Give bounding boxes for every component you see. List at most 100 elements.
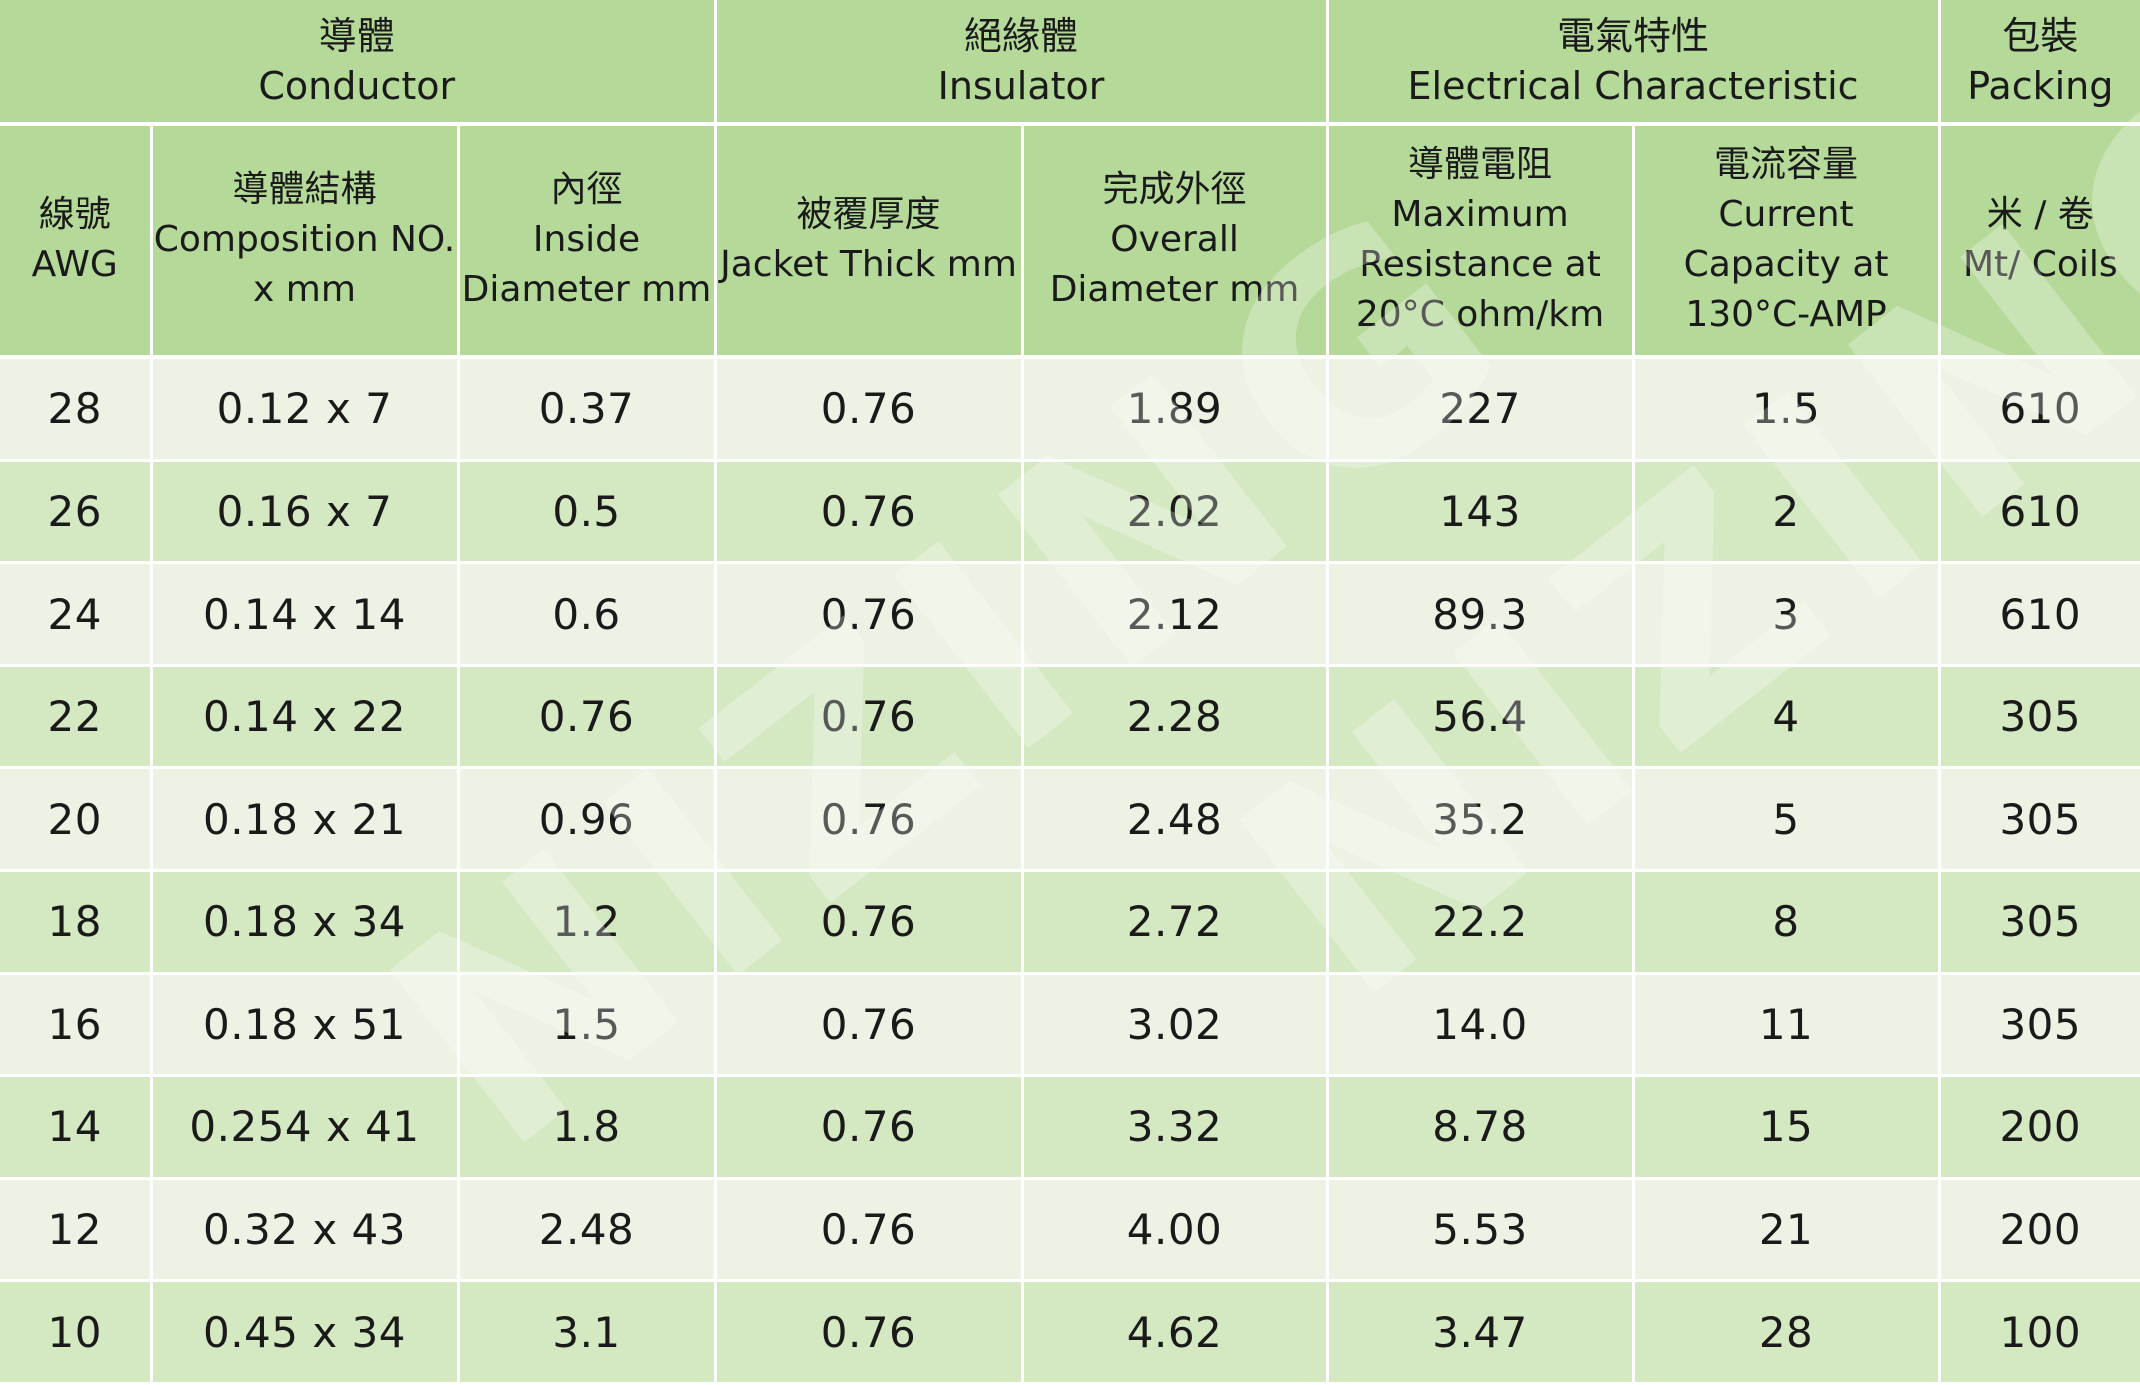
cell-overall-diameter: 1.89 <box>1022 357 1329 462</box>
column-header-zh: 線號 <box>38 194 111 236</box>
cell-jacket-thick: 0.76 <box>715 973 1024 1078</box>
cell-overall-diameter: 4.00 <box>1022 1178 1329 1283</box>
table-row: 22 0.14 x 22 0.76 0.76 2.28 56.4 4 305 <box>0 665 2140 770</box>
cell-overall-diameter: 2.48 <box>1022 767 1329 872</box>
column-header-en: Jacket Thick mm <box>720 244 1017 286</box>
cell-current-capacity: 4 <box>1633 665 1941 770</box>
table-row: 24 0.14 x 14 0.6 0.76 2.12 89.3 3 610 <box>0 562 2140 667</box>
column-header-en: Mt/ Coils <box>1962 244 2118 286</box>
cell-inside-diameter: 0.5 <box>458 460 717 565</box>
cell-current-capacity: 2 <box>1633 460 1941 565</box>
cell-inside-diameter: 0.76 <box>458 665 717 770</box>
cell-resistance: 56.4 <box>1327 665 1635 770</box>
cell-composition: 0.14 x 14 <box>151 562 460 667</box>
cell-inside-diameter: 1.5 <box>458 973 717 1078</box>
cell-composition: 0.45 x 34 <box>151 1280 460 1385</box>
group-packing-zh: 包裝 <box>2002 13 2079 58</box>
cell-composition: 0.18 x 21 <box>151 767 460 872</box>
group-electrical: 電氣特性 Electrical Characteristic <box>1327 0 1941 126</box>
cell-overall-diameter: 3.32 <box>1022 1075 1329 1180</box>
column-header-en: Overall Diameter mm <box>1049 219 1300 311</box>
cell-current-capacity: 1.5 <box>1633 357 1941 462</box>
group-insulator: 絕緣體 Insulator <box>715 0 1329 126</box>
cell-current-capacity: 21 <box>1633 1178 1941 1283</box>
cell-meters-per-coil: 305 <box>1939 973 2140 1078</box>
cell-meters-per-coil: 200 <box>1939 1075 2140 1180</box>
column-header-zh: 內徑 <box>550 169 623 211</box>
cell-inside-diameter: 3.1 <box>458 1280 717 1385</box>
cell-inside-diameter: 0.37 <box>458 357 717 462</box>
cell-meters-per-coil: 305 <box>1939 870 2140 975</box>
cell-overall-diameter: 2.72 <box>1022 870 1329 975</box>
cell-resistance: 89.3 <box>1327 562 1635 667</box>
cell-resistance: 3.47 <box>1327 1280 1635 1385</box>
table-row: 12 0.32 x 43 2.48 0.76 4.00 5.53 21 200 <box>0 1178 2140 1283</box>
cell-awg: 12 <box>0 1178 153 1283</box>
cell-awg: 26 <box>0 460 153 565</box>
table-row: 10 0.45 x 34 3.1 0.76 4.62 3.47 28 100 <box>0 1280 2140 1385</box>
cell-composition: 0.18 x 34 <box>151 870 460 975</box>
group-packing: 包裝 Packing <box>1939 0 2140 126</box>
cell-resistance: 8.78 <box>1327 1075 1635 1180</box>
table-row: 20 0.18 x 21 0.96 0.76 2.48 35.2 5 305 <box>0 767 2140 872</box>
cell-meters-per-coil: 305 <box>1939 665 2140 770</box>
column-header-en: AWG <box>31 244 118 286</box>
table-row: 14 0.254 x 41 1.8 0.76 3.32 8.78 15 200 <box>0 1075 2140 1180</box>
cell-resistance: 227 <box>1327 357 1635 462</box>
cell-composition: 0.18 x 51 <box>151 973 460 1078</box>
column-header-overall-diameter: 完成外徑 Overall Diameter mm <box>1022 123 1329 360</box>
cell-inside-diameter: 1.2 <box>458 870 717 975</box>
cell-inside-diameter: 2.48 <box>458 1178 717 1283</box>
group-conductor-en: Conductor <box>258 63 456 108</box>
table-row: 18 0.18 x 34 1.2 0.76 2.72 22.2 8 305 <box>0 870 2140 975</box>
table-row: 16 0.18 x 51 1.5 0.76 3.02 14.0 11 305 <box>0 973 2140 1078</box>
group-conductor-zh: 導體 <box>318 13 395 58</box>
cell-resistance: 5.53 <box>1327 1178 1635 1283</box>
cell-meters-per-coil: 305 <box>1939 767 2140 872</box>
column-header-en: Composition NO. x mm <box>153 219 456 311</box>
cell-meters-per-coil: 100 <box>1939 1280 2140 1385</box>
cell-resistance: 35.2 <box>1327 767 1635 872</box>
group-electrical-zh: 電氣特性 <box>1557 13 1710 58</box>
cell-awg: 22 <box>0 665 153 770</box>
column-header-en: Inside Diameter mm <box>461 219 712 311</box>
column-header-zh: 完成外徑 <box>1102 169 1247 211</box>
table-row: 28 0.12 x 7 0.37 0.76 1.89 227 1.5 610 <box>0 357 2140 462</box>
group-conductor: 導體 Conductor <box>0 0 717 126</box>
cell-resistance: 14.0 <box>1327 973 1635 1078</box>
column-header-zh: 米 / 卷 <box>1986 194 2094 236</box>
group-header-row: 導體 Conductor 絕緣體 Insulator 電氣特性 Electric… <box>0 0 2140 126</box>
cell-current-capacity: 28 <box>1633 1280 1941 1385</box>
cell-overall-diameter: 4.62 <box>1022 1280 1329 1385</box>
cell-awg: 14 <box>0 1075 153 1180</box>
cell-jacket-thick: 0.76 <box>715 767 1024 872</box>
cell-jacket-thick: 0.76 <box>715 357 1024 462</box>
cell-composition: 0.32 x 43 <box>151 1178 460 1283</box>
cell-meters-per-coil: 610 <box>1939 562 2140 667</box>
cell-jacket-thick: 0.76 <box>715 1075 1024 1180</box>
cell-overall-diameter: 2.12 <box>1022 562 1329 667</box>
column-header-jacket-thick: 被覆厚度 Jacket Thick mm <box>715 123 1024 360</box>
column-header-zh: 電流容量 <box>1714 144 1859 186</box>
cell-awg: 16 <box>0 973 153 1078</box>
column-header-en: Current Capacity at 130°C-AMP <box>1683 194 1889 336</box>
cell-jacket-thick: 0.76 <box>715 1280 1024 1385</box>
cell-awg: 20 <box>0 767 153 872</box>
cell-resistance: 143 <box>1327 460 1635 565</box>
cell-resistance: 22.2 <box>1327 870 1635 975</box>
column-header-composition: 導體結構 Composition NO. x mm <box>151 123 460 360</box>
cell-meters-per-coil: 610 <box>1939 460 2140 565</box>
table-row: 26 0.16 x 7 0.5 0.76 2.02 143 2 610 <box>0 460 2140 565</box>
cell-awg: 24 <box>0 562 153 667</box>
group-insulator-zh: 絕緣體 <box>964 13 1079 58</box>
cell-meters-per-coil: 610 <box>1939 357 2140 462</box>
cell-overall-diameter: 2.28 <box>1022 665 1329 770</box>
group-insulator-en: Insulator <box>937 63 1105 108</box>
cell-current-capacity: 3 <box>1633 562 1941 667</box>
cell-current-capacity: 5 <box>1633 767 1941 872</box>
column-header-zh: 被覆厚度 <box>796 194 941 236</box>
cell-inside-diameter: 1.8 <box>458 1075 717 1180</box>
cell-composition: 0.254 x 41 <box>151 1075 460 1180</box>
cell-meters-per-coil: 200 <box>1939 1178 2140 1283</box>
